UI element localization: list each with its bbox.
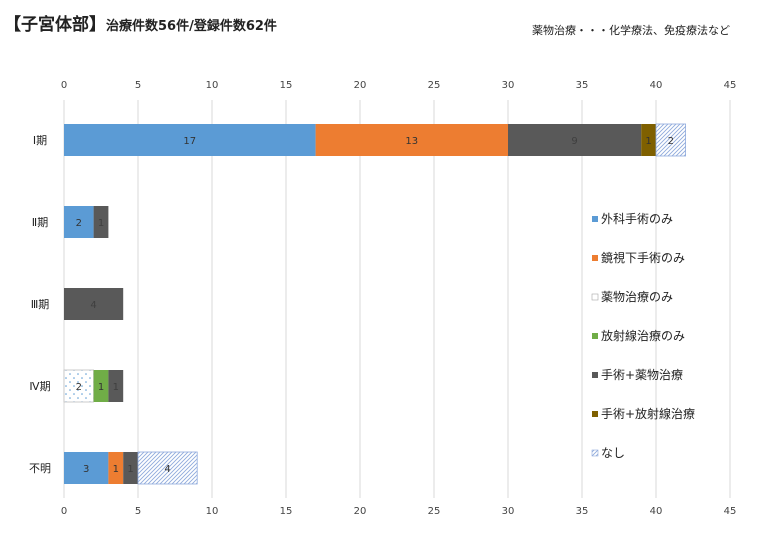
bar-segment — [64, 206, 94, 238]
x-tick-label: 35 — [576, 80, 589, 91]
bar-segment — [655, 123, 687, 157]
category-label: Ⅳ期 — [29, 380, 50, 393]
legend-swatch — [591, 293, 599, 301]
category-label: Ⅰ期 — [33, 134, 47, 147]
legend-entry: 鏡視下手術のみ — [601, 250, 685, 265]
x-tick-label: 5 — [135, 80, 141, 91]
data-label: 1 — [98, 218, 104, 229]
data-label: 17 — [183, 136, 196, 147]
data-label: 2 — [668, 136, 674, 147]
legend-entry: なし — [601, 446, 625, 460]
legend-swatch — [592, 216, 598, 222]
legend-entry: 外科手術のみ — [601, 212, 673, 226]
bar-segment — [93, 206, 109, 238]
data-label: 4 — [164, 464, 170, 475]
x-tick-label-bottom: 15 — [280, 506, 293, 517]
data-label: 4 — [90, 300, 96, 311]
data-label: 9 — [571, 136, 577, 147]
bar-segment — [93, 370, 109, 402]
title-subtitle: 治療件数56件/登録件数62件 — [106, 19, 277, 34]
x-tick-label-bottom: 25 — [428, 506, 441, 517]
bar-segment — [315, 124, 508, 156]
legend-swatch — [592, 333, 598, 339]
x-tick-label-bottom: 0 — [61, 506, 67, 517]
treatment-note: 薬物治療・・・化学療法、免疫療法など — [532, 24, 730, 37]
data-label: 3 — [83, 464, 89, 475]
legend-entry: 手術+放射線治療 — [601, 406, 695, 421]
bar-segment — [108, 370, 124, 402]
data-label: 1 — [113, 382, 119, 393]
legend: 外科手術のみ鏡視下手術のみ薬物治療のみ放射線治療のみ手術+薬物治療手術+放射線治… — [591, 212, 695, 460]
legend-swatch — [592, 255, 598, 261]
data-label: 1 — [98, 382, 104, 393]
category-label: Ⅱ期 — [32, 216, 48, 229]
legend-swatch — [592, 411, 598, 417]
bar-segment — [64, 288, 124, 320]
x-tick-label-bottom: 45 — [724, 506, 737, 517]
x-tick-label: 30 — [502, 80, 515, 91]
bars: 17 13 9 1 22 142 1 13 1 1 4 — [63, 123, 687, 485]
category-label: 不明 — [29, 462, 51, 475]
x-tick-label: 45 — [724, 80, 737, 91]
data-label: 2 — [76, 382, 82, 393]
title-main: 【子宮体部】 — [4, 15, 106, 35]
x-tick-label-bottom: 40 — [650, 506, 663, 517]
x-tick-label-bottom: 20 — [354, 506, 367, 517]
bar-segment — [123, 452, 138, 484]
data-label: 1 — [113, 464, 119, 475]
chart-title: 【子宮体部】治療件数56件/登録件数62件 — [4, 10, 277, 35]
x-tick-label: 25 — [428, 80, 441, 91]
data-label: 1 — [645, 136, 651, 147]
bar-segment — [63, 369, 95, 403]
legend-swatch — [591, 449, 599, 457]
bar-segment — [108, 452, 124, 484]
x-tick-label-bottom: 35 — [576, 506, 589, 517]
x-tick-label-bottom: 5 — [135, 506, 141, 517]
legend-entry: 手術+薬物治療 — [601, 368, 683, 382]
bar-segment — [508, 124, 642, 156]
legend-entry: 薬物治療のみ — [601, 290, 673, 304]
bar-segment — [641, 124, 656, 156]
data-label: 1 — [127, 464, 133, 475]
x-tick-label: 10 — [206, 80, 219, 91]
bar-segment — [64, 124, 316, 156]
x-tick-label-bottom: 10 — [206, 506, 219, 517]
x-tick-label: 0 — [61, 80, 67, 91]
data-label: 2 — [76, 218, 82, 229]
legend-swatch — [592, 372, 598, 378]
legend-entry: 放射線治療のみ — [601, 328, 685, 343]
bar-segment — [64, 452, 109, 484]
x-axis-ticks: 0 0 5 5 10 10 15 15 20 20 25 25 30 30 35 35 40 40 45 45 — [61, 80, 737, 517]
x-tick-label: 40 — [650, 80, 663, 91]
x-tick-label: 15 — [280, 80, 293, 91]
x-tick-label-bottom: 30 — [502, 506, 515, 517]
x-tick-label: 20 — [354, 80, 367, 91]
bar-segment — [137, 451, 198, 485]
data-label: 13 — [405, 136, 418, 147]
category-label: Ⅲ期 — [31, 298, 50, 311]
